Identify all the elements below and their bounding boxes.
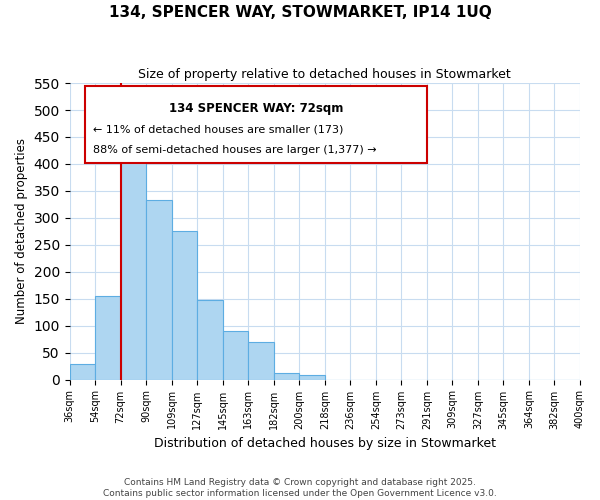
Bar	[197, 300, 223, 380]
X-axis label: Distribution of detached houses by size in Stowmarket: Distribution of detached houses by size …	[154, 437, 496, 450]
Y-axis label: Number of detached properties: Number of detached properties	[15, 138, 28, 324]
Bar	[95, 296, 121, 380]
Text: 134, SPENCER WAY, STOWMARKET, IP14 1UQ: 134, SPENCER WAY, STOWMARKET, IP14 1UQ	[109, 5, 491, 20]
Bar	[274, 373, 299, 380]
Title: Size of property relative to detached houses in Stowmarket: Size of property relative to detached ho…	[139, 68, 511, 80]
Text: Contains HM Land Registry data © Crown copyright and database right 2025.
Contai: Contains HM Land Registry data © Crown c…	[103, 478, 497, 498]
Bar	[248, 342, 274, 380]
Bar	[172, 232, 197, 380]
Bar	[146, 200, 172, 380]
FancyBboxPatch shape	[85, 86, 427, 163]
Bar	[299, 376, 325, 380]
Bar	[223, 331, 248, 380]
Bar	[70, 364, 95, 380]
Bar	[121, 148, 146, 380]
Text: 88% of semi-detached houses are larger (1,377) →: 88% of semi-detached houses are larger (…	[92, 145, 376, 155]
Text: 134 SPENCER WAY: 72sqm: 134 SPENCER WAY: 72sqm	[169, 102, 343, 115]
Text: ← 11% of detached houses are smaller (173): ← 11% of detached houses are smaller (17…	[92, 124, 343, 134]
